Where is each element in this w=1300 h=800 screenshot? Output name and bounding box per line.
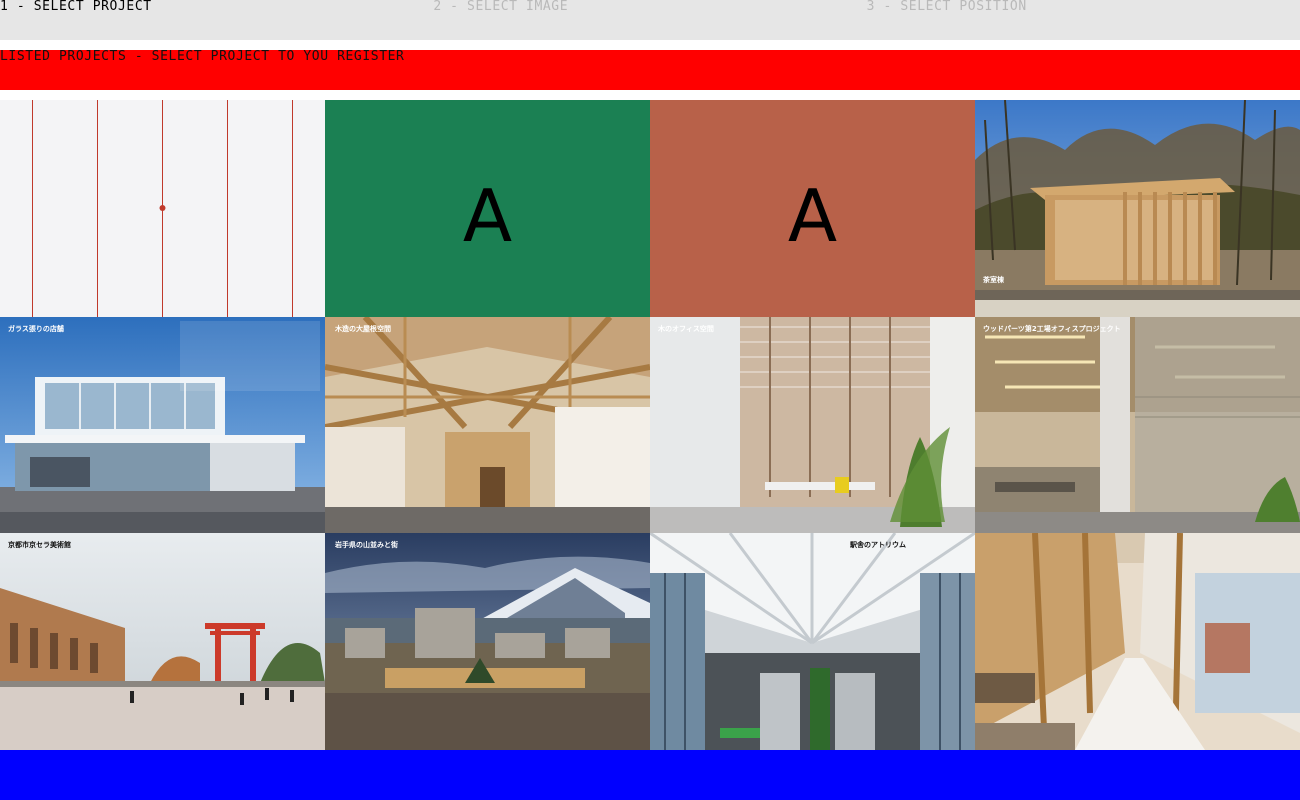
image-caption: ウッドパーツ第2工場オフィスプロジェクト [983,325,1121,333]
image-caption: 木造の大屋根空間 [335,325,391,333]
project-tile-pavilion[interactable]: 茶室棟 [975,100,1300,317]
project-tile-mountain-city[interactable]: 岩手県の山並みと街 [325,533,650,750]
pavilion-image [975,100,1300,317]
glass-building-image [0,317,325,533]
project-grid: A A [0,100,1300,750]
project-tile-museum[interactable]: 京都市京セラ美術館 [0,533,325,750]
step-select-position[interactable]: 3 - SELECT POSITION [866,0,1027,14]
footer-bar [0,750,1300,800]
dot-icon [159,205,166,211]
step-select-image[interactable]: 2 - SELECT IMAGE [433,0,569,14]
listed-projects-banner: LISTED PROJECTS - SELECT PROJECT TO YOU … [0,50,1300,90]
line-pattern [32,100,293,317]
image-caption: 木のオフィス空間 [658,325,714,333]
image-caption: 駅舎のアトリウム [850,541,906,549]
image-caption: ガラス張りの店舗 [8,325,64,333]
tile-letter: A [462,173,513,258]
image-caption: 岩手県の山並みと街 [335,541,398,549]
glass-office-image [650,317,975,533]
project-tile-green[interactable]: A [325,100,650,317]
image-caption: 茶室棟 [983,276,1004,284]
mountain-city-image [325,533,650,750]
project-tile-lines[interactable] [0,100,325,317]
tile-letter: A [787,173,838,258]
project-tile-station[interactable]: 駅舎のアトリウム [650,533,975,750]
project-tile-wood-corridor[interactable] [975,533,1300,750]
museum-image [0,533,325,750]
factory-office-image [975,317,1300,533]
step-bar: 1 - SELECT PROJECT 2 - SELECT IMAGE 3 - … [0,0,1300,40]
project-tile-glass-building[interactable]: ガラス張りの店舗 [0,317,325,533]
project-tile-factory-office[interactable]: ウッドパーツ第2工場オフィスプロジェクト [975,317,1300,533]
station-image [650,533,975,750]
timber-hall-image [325,317,650,533]
wood-corridor-image [975,533,1300,750]
step-select-project[interactable]: 1 - SELECT PROJECT [0,0,152,14]
project-tile-timber-hall[interactable]: 木造の大屋根空間 [325,317,650,533]
image-caption: 京都市京セラ美術館 [8,541,71,549]
project-tile-glass-office[interactable]: 木のオフィス空間 [650,317,975,533]
project-tile-terracotta[interactable]: A [650,100,975,317]
